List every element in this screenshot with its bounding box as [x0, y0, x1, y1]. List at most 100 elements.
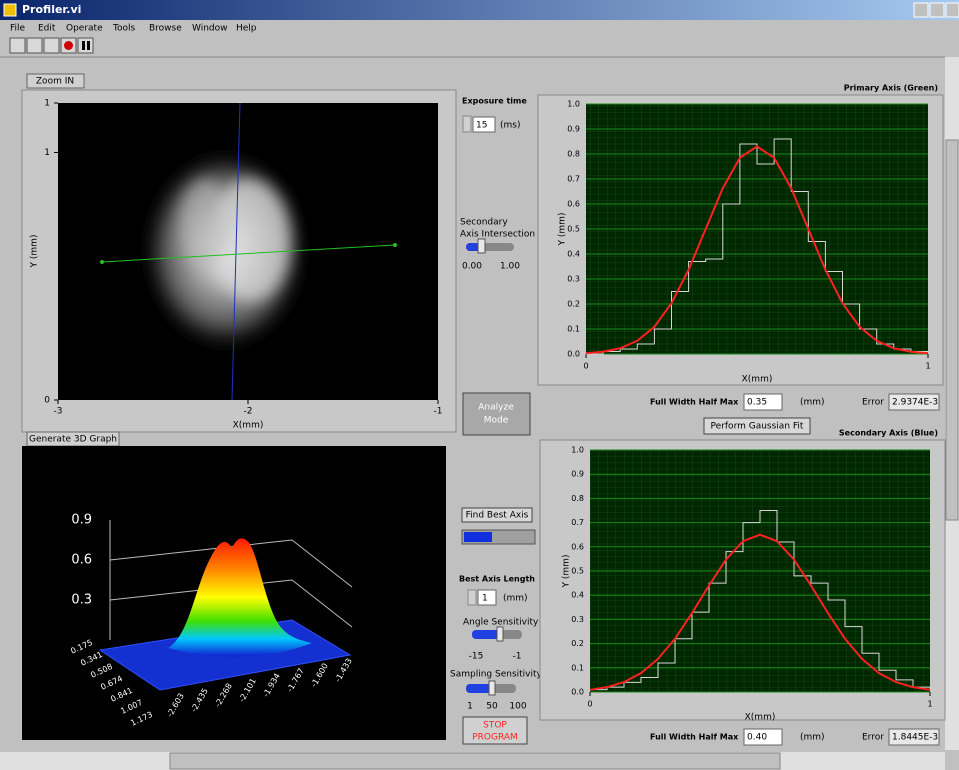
title-bar — [0, 0, 959, 20]
error-value: 2.9374E-3 — [892, 398, 938, 408]
y-tick-label: 0 — [44, 396, 50, 406]
z-label: 0.9 — [71, 513, 92, 528]
menu-item[interactable]: Window — [192, 24, 228, 34]
axis-handle[interactable] — [100, 260, 104, 264]
button-label: Zoom IN — [36, 77, 74, 87]
y-tick-label: 0.0 — [567, 350, 580, 359]
spinner[interactable] — [463, 116, 471, 132]
button-label: Find Best Axis — [466, 511, 529, 521]
unit: (mm) — [503, 594, 528, 604]
page: Profiler.vi File Edit Operate Tools Browse Wi… — [0, 0, 959, 770]
y-tick-label: 0.1 — [567, 325, 580, 334]
y-tick-label: 0.6 — [571, 542, 584, 551]
beam-spot — [143, 150, 307, 350]
slider-thumb[interactable] — [478, 239, 485, 253]
chart: Primary Axis (Green)0.00.10.20.30.40.50.… — [538, 84, 943, 411]
y-tick-label: 0.9 — [571, 470, 584, 479]
fwhm-unit: (mm) — [800, 733, 825, 743]
menu-item[interactable]: Edit — [38, 24, 56, 34]
highlight-button[interactable] — [44, 38, 59, 53]
window: Profiler.vi File Edit Operate Tools Browse Wi… — [0, 0, 959, 770]
slider-tick: 1.00 — [500, 262, 520, 272]
fwhm-unit: (mm) — [800, 398, 825, 408]
menu-item[interactable]: Tools — [112, 24, 135, 34]
unit: (ms) — [500, 121, 520, 131]
axis-handle[interactable] — [393, 243, 397, 247]
chart-title: Primary Axis (Green) — [844, 84, 938, 93]
x-axis-label: X(mm) — [233, 421, 264, 431]
fwhm-value: 0.35 — [747, 398, 767, 408]
y-tick-label: 0.7 — [571, 518, 584, 527]
button-label: Mode — [484, 416, 509, 426]
slider-tick: -15 — [469, 652, 484, 662]
y-tick-label: 1 — [44, 148, 50, 158]
y-tick-label: 1.0 — [567, 100, 580, 109]
slider-tick: 100 — [509, 702, 526, 712]
y-tick-label: 0.7 — [567, 175, 580, 184]
slider-thumb[interactable] — [497, 627, 503, 641]
z-label: 0.3 — [71, 593, 92, 608]
menu-item[interactable]: Operate — [66, 24, 103, 34]
y-tick-label: 1.0 — [571, 446, 584, 455]
y-tick-label: 0.2 — [567, 300, 580, 309]
y-axis-label: Y (mm) — [562, 555, 572, 589]
x-axis-label: X(mm) — [742, 375, 773, 385]
button-label: STOP — [483, 721, 507, 731]
x-axis-label: X(mm) — [745, 713, 776, 723]
error-label: Error — [862, 398, 884, 408]
x-tick-label: 1 — [927, 700, 932, 709]
input-value: 1 — [482, 594, 488, 604]
y-axis-label: Y (mm) — [558, 213, 568, 247]
run-button[interactable] — [10, 38, 25, 53]
label: Sampling Sensitivity — [450, 670, 543, 680]
x-tick-label: -1 — [434, 407, 443, 417]
y-tick-label: 0.8 — [571, 494, 584, 503]
slider-tick: 1 — [467, 702, 473, 712]
button-label: Perform Gaussian Fit — [711, 422, 804, 432]
fwhm-value: 0.40 — [747, 733, 767, 743]
x-tick-label: 0 — [583, 362, 588, 371]
close-button[interactable] — [946, 3, 959, 17]
menu-item[interactable]: Help — [236, 24, 257, 34]
y-tick-label: 0.1 — [571, 663, 584, 672]
charts: Primary Axis (Green)0.00.10.20.30.40.50.… — [538, 84, 945, 746]
pause-button[interactable] — [78, 38, 93, 53]
y-tick-label: 0.3 — [571, 615, 584, 624]
scroll-thumb[interactable] — [946, 140, 958, 520]
y-tick-label: 0.5 — [567, 225, 580, 234]
x-tick-label: -3 — [54, 407, 63, 417]
menu-item[interactable]: Browse — [149, 24, 182, 34]
window-title: Profiler.vi — [22, 3, 81, 16]
slider-thumb[interactable] — [489, 681, 495, 695]
toolbar — [10, 38, 93, 53]
run-continuous-button[interactable] — [27, 38, 42, 53]
button-label: Analyze — [478, 403, 514, 413]
fwhm-label: Full Width Half Max — [650, 733, 739, 742]
y-tick-label: 0.2 — [571, 639, 584, 648]
button-label: Generate 3D Graph — [29, 435, 117, 445]
slider-fill — [472, 630, 500, 639]
abort-icon — [64, 41, 73, 50]
pause-icon — [82, 41, 85, 50]
progress-fill — [464, 532, 492, 542]
scroll-thumb[interactable] — [170, 753, 780, 769]
y-tick-label: 0.3 — [567, 275, 580, 284]
minimize-button[interactable] — [914, 3, 928, 17]
error-value: 1.8445E-3 — [892, 733, 938, 743]
button-label: PROGRAM — [472, 733, 518, 743]
label: Best Axis Length — [459, 575, 535, 584]
y-tick-label: 0.9 — [567, 125, 580, 134]
x-tick-label: 1 — [925, 362, 930, 371]
error-label: Error — [862, 733, 884, 743]
x-tick-label: 0 — [587, 700, 592, 709]
analyze-button[interactable] — [463, 393, 530, 435]
label: Angle Sensitivity — [463, 618, 539, 628]
fwhm-label: Full Width Half Max — [650, 398, 739, 407]
chart: Secondary Axis (Blue)0.00.10.20.30.40.50… — [540, 429, 945, 746]
maximize-button[interactable] — [930, 3, 944, 17]
y-axis-label: Y (mm) — [30, 235, 40, 269]
spinner[interactable] — [468, 590, 476, 605]
z-label: 0.6 — [71, 553, 92, 568]
menu-item[interactable]: File — [10, 24, 26, 34]
chart-title: Secondary Axis (Blue) — [839, 429, 938, 438]
